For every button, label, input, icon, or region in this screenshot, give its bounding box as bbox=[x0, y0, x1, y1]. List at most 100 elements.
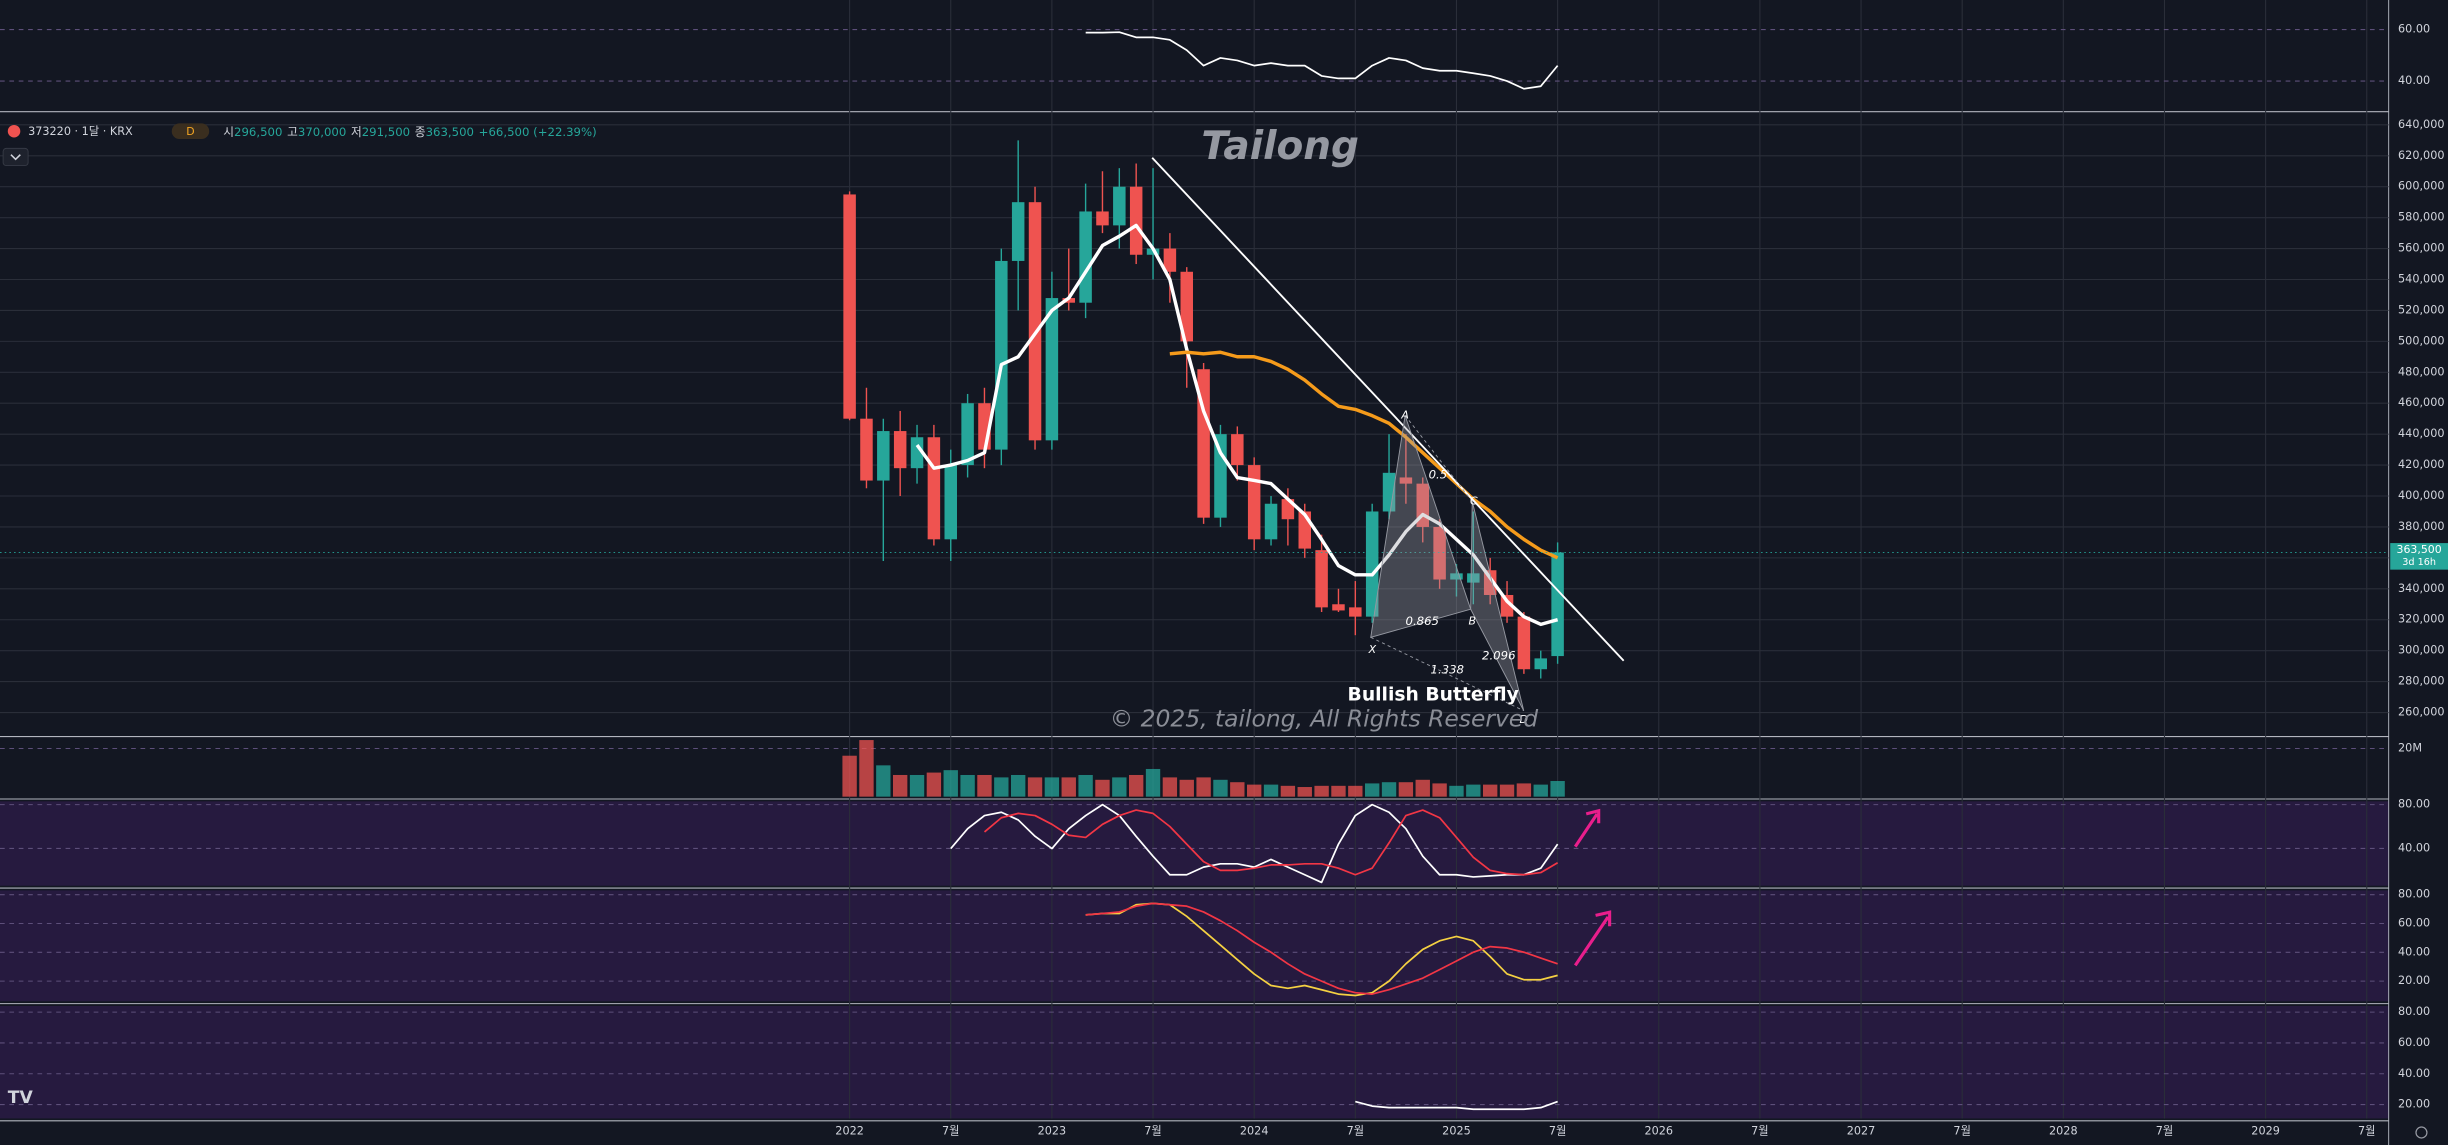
volume-bar bbox=[1196, 777, 1211, 797]
candle-body bbox=[860, 418, 873, 481]
y-tick-label: 320,000 bbox=[2398, 613, 2444, 626]
x-tick-label: 2024 bbox=[1240, 1125, 1269, 1138]
trend-line bbox=[1151, 157, 1625, 662]
l-value: 291,500 bbox=[362, 124, 410, 138]
pattern-ratio: 0.865 bbox=[1406, 614, 1440, 628]
panel-background bbox=[0, 1005, 2389, 1119]
candle-body bbox=[1551, 552, 1564, 657]
candle-body bbox=[927, 437, 941, 540]
y-tick-label: 40.00 bbox=[2398, 74, 2430, 87]
y-tick-label: 20.00 bbox=[2398, 974, 2430, 987]
volume-bar bbox=[1213, 779, 1228, 797]
x-tick-label: 2027 bbox=[1847, 1125, 1876, 1138]
y-tick-label: 80.00 bbox=[2398, 798, 2430, 811]
volume-bar bbox=[1398, 782, 1414, 797]
y-tick-label: 300,000 bbox=[2398, 644, 2444, 657]
y-tick-label: 380,000 bbox=[2398, 520, 2444, 533]
volume-bar bbox=[1432, 783, 1447, 797]
candle-body bbox=[877, 431, 890, 481]
volume-bar bbox=[1246, 784, 1262, 797]
chevron[interactable] bbox=[10, 154, 21, 161]
x-tick-label: 2029 bbox=[2251, 1125, 2280, 1138]
candle-body bbox=[1467, 573, 1480, 583]
volume-bar bbox=[1466, 784, 1481, 797]
l-label: 저 bbox=[351, 124, 362, 138]
arrow bbox=[1573, 910, 1612, 967]
x-tick-label: 7월 bbox=[1347, 1125, 1364, 1138]
volume-bar bbox=[994, 777, 1009, 797]
y-tick-label: 340,000 bbox=[2398, 582, 2444, 595]
volume-bar bbox=[1550, 781, 1565, 797]
collapse-button[interactable] bbox=[2, 147, 29, 167]
volume-bar bbox=[1010, 774, 1026, 797]
y-tick-label: 400,000 bbox=[2398, 489, 2444, 502]
y-tick-label: 40.00 bbox=[2398, 1067, 2430, 1080]
symbol: 373220 · 1달 · KRX bbox=[28, 124, 133, 138]
candle-body bbox=[1500, 594, 1514, 617]
volume-bar bbox=[1449, 785, 1464, 797]
x-tick-label: 2026 bbox=[1644, 1125, 1673, 1138]
pattern-ratio: 2.096 bbox=[1482, 649, 1516, 663]
volume-bar bbox=[1516, 783, 1532, 797]
candle-body bbox=[1534, 658, 1547, 670]
candle-body bbox=[1399, 477, 1413, 484]
volume-bar bbox=[1381, 782, 1397, 797]
volume-bar bbox=[909, 774, 925, 797]
y-tick-label: 60.00 bbox=[2398, 23, 2430, 36]
y-tick-label: 40.00 bbox=[2398, 945, 2430, 958]
x-tick-label: 7월 bbox=[1953, 1125, 1970, 1138]
candle-body bbox=[843, 194, 856, 419]
change: +66,500 (+22.39%) bbox=[479, 124, 597, 138]
y-tick-label: 600,000 bbox=[2398, 180, 2444, 193]
volume-bar bbox=[977, 774, 992, 797]
watermark: Tailong bbox=[1201, 124, 1359, 169]
candle-body bbox=[1264, 503, 1278, 540]
panel-background bbox=[0, 890, 2389, 1002]
volume-bar bbox=[1348, 785, 1363, 797]
symbol-icon bbox=[7, 124, 21, 138]
price-tag-label: 363,500 bbox=[2397, 543, 2442, 556]
interval-badge[interactable]: D bbox=[186, 125, 194, 138]
settings-icon[interactable] bbox=[2415, 1126, 2428, 1139]
y-tick-label: 20M bbox=[2398, 741, 2422, 754]
x-tick-label: 7월 bbox=[1144, 1125, 1161, 1138]
axis-background bbox=[2388, 0, 2448, 1145]
volume-bar bbox=[1280, 785, 1296, 797]
line-series bbox=[1169, 350, 1559, 560]
line-series bbox=[1085, 902, 1558, 995]
volume-bar bbox=[842, 755, 857, 797]
volume-bar bbox=[876, 765, 891, 797]
pattern-ratio: 1.338 bbox=[1431, 663, 1465, 677]
badge[interactable] bbox=[171, 123, 210, 140]
x-tick-label: 2023 bbox=[1038, 1125, 1067, 1138]
volume-bar bbox=[892, 774, 908, 797]
candle-body bbox=[1315, 550, 1328, 608]
y-tick-label: 460,000 bbox=[2398, 396, 2444, 409]
arrow bbox=[1573, 808, 1601, 848]
y-tick-label: 280,000 bbox=[2398, 675, 2444, 688]
y-tick-label: 580,000 bbox=[2398, 211, 2444, 224]
pattern-xab bbox=[1370, 415, 1472, 638]
line-series bbox=[1085, 31, 1559, 90]
y-tick-label: 500,000 bbox=[2398, 334, 2444, 347]
candle-body bbox=[1096, 211, 1109, 226]
volume-bar bbox=[960, 774, 975, 797]
candle-body bbox=[1231, 434, 1244, 466]
x-tick-label: 2028 bbox=[2049, 1125, 2078, 1138]
volume-bar bbox=[1095, 779, 1110, 797]
volume-bar bbox=[943, 770, 958, 797]
candle-body bbox=[1163, 248, 1177, 272]
volume-bar bbox=[926, 772, 942, 797]
y-tick-label: 640,000 bbox=[2398, 118, 2444, 131]
pattern-point: C bbox=[1470, 494, 1478, 507]
logo[interactable]: TV bbox=[8, 1088, 34, 1108]
candle-body bbox=[1197, 369, 1210, 518]
volume-bar bbox=[1263, 784, 1279, 797]
volume-bar bbox=[1044, 777, 1060, 797]
volume-bar bbox=[1533, 784, 1548, 797]
x-tick-label: 7월 bbox=[1751, 1125, 1768, 1138]
candle-body bbox=[1349, 607, 1362, 617]
candle-body bbox=[944, 465, 957, 540]
line-series bbox=[915, 223, 1559, 627]
